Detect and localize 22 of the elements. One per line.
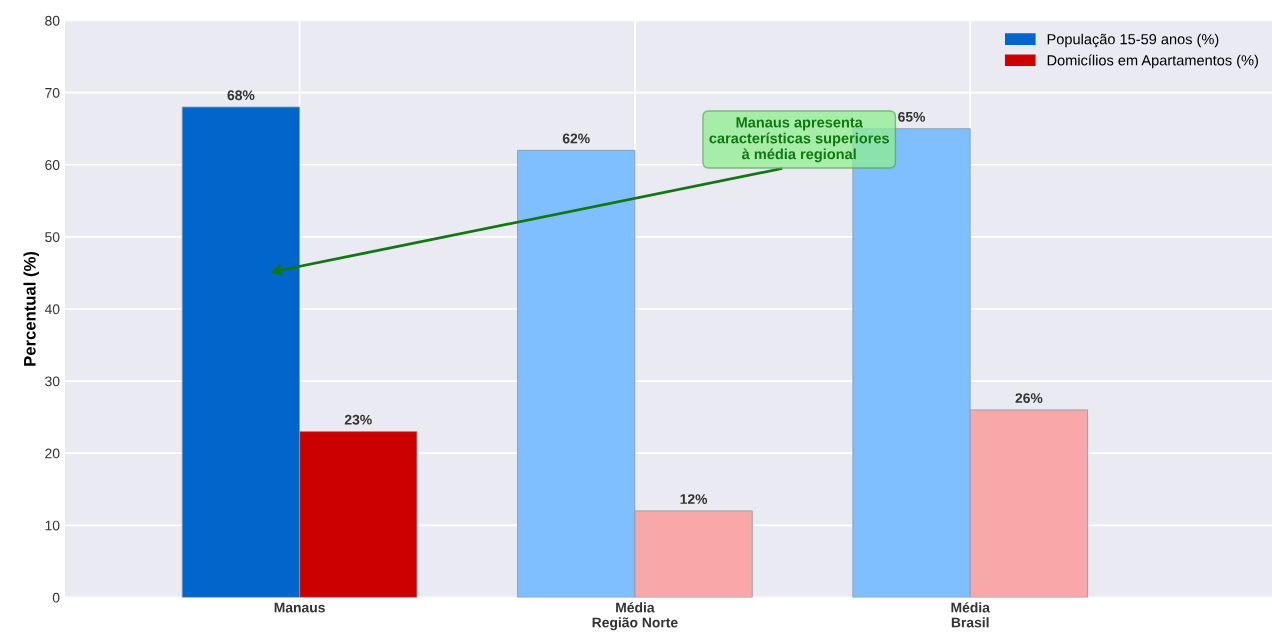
y-tick-label: 50: [45, 232, 60, 243]
y-tick-label: 0: [52, 592, 60, 603]
data-label: 62%: [562, 133, 590, 144]
data-label: 23%: [344, 414, 372, 425]
y-tick-label: 30: [45, 376, 60, 387]
x-tick-label: Média Região Norte: [592, 602, 678, 631]
legend-label: Domicílios em Apartamentos (%): [1047, 54, 1258, 69]
x-tick-label: Média Brasil: [951, 602, 990, 628]
data-label: 65%: [898, 111, 926, 122]
annotation: Manaus apresenta características superiores à média regional: [709, 117, 890, 163]
y-tick-label: 80: [45, 15, 60, 26]
data-label: 26%: [1015, 393, 1043, 404]
data-label: 68%: [227, 90, 255, 101]
y-axis-title: Percentual (%): [23, 251, 40, 366]
x-tick-label: Manaus: [274, 602, 325, 613]
y-tick-label: 70: [45, 87, 60, 98]
y-tick-label: 20: [45, 448, 60, 459]
y-tick-label: 60: [45, 160, 60, 170]
data-label: 12%: [680, 494, 708, 504]
legend-label: População 15-59 anos (%): [1047, 33, 1219, 48]
y-tick-label: 10: [45, 520, 60, 531]
y-tick-label: 40: [44, 304, 60, 315]
